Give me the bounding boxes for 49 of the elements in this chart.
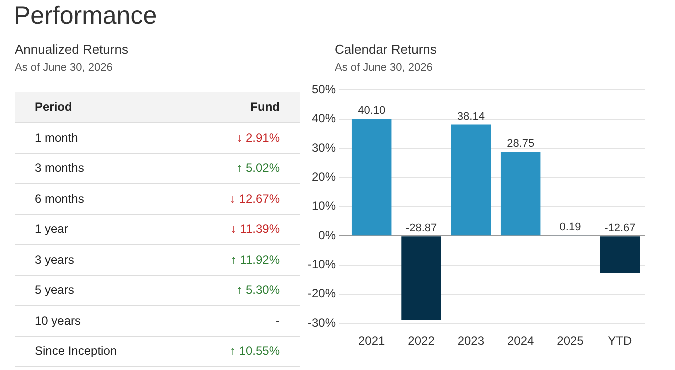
text: ↑ 11.92% bbox=[230, 252, 280, 267]
text: ↑ 5.02% bbox=[236, 161, 280, 176]
x-tick-label: 2024 bbox=[507, 334, 535, 348]
text: ↓ 12.67% bbox=[230, 192, 280, 206]
bar bbox=[402, 236, 442, 320]
data-label: -28.87 bbox=[406, 222, 438, 235]
bar bbox=[451, 124, 492, 236]
data-label: 40.10 bbox=[358, 105, 386, 118]
x-tick-label: 2025 bbox=[557, 334, 584, 348]
bar bbox=[352, 119, 392, 236]
category-label: 3 months bbox=[15, 153, 179, 184]
bar bbox=[500, 152, 541, 236]
data-label: 38.14 bbox=[457, 110, 485, 123]
y-tick-label: -20% bbox=[308, 286, 336, 301]
category-label: 1 month bbox=[15, 122, 179, 153]
category-label: Since Inception bbox=[15, 336, 179, 366]
category-label: 1 year bbox=[15, 214, 179, 244]
x-tick-label: 2021 bbox=[358, 334, 386, 348]
y-tick-label: 50% bbox=[312, 82, 336, 97]
y-tick-label: 10% bbox=[312, 199, 336, 214]
data-label: -12.67 bbox=[604, 222, 636, 235]
text: ↓ 11.39% bbox=[230, 222, 280, 236]
y-tick-label: -10% bbox=[308, 258, 336, 272]
text: - bbox=[276, 314, 280, 328]
category-label: 5 years bbox=[15, 275, 179, 306]
text: Annualized Returns bbox=[15, 42, 130, 57]
x-tick-label: 2022 bbox=[408, 334, 436, 348]
text: ↓ 2.91% bbox=[236, 130, 280, 145]
x-tick-label: 2023 bbox=[458, 334, 485, 348]
y-tick-label: 30% bbox=[312, 140, 336, 155]
y-tick-label: -30% bbox=[308, 316, 336, 330]
text: Period bbox=[15, 92, 179, 122]
category-label: 10 years bbox=[15, 306, 179, 336]
x-tick-label: YTD bbox=[608, 334, 632, 348]
chart-subtitle: As of June 30, 2026 bbox=[335, 62, 434, 74]
y-tick-label: 20% bbox=[312, 170, 336, 184]
y-tick-label: 0% bbox=[318, 228, 336, 242]
data-label: 0.19 bbox=[560, 222, 582, 234]
text: ↑ 5.30% bbox=[236, 283, 280, 298]
bar bbox=[600, 236, 640, 274]
text: Fund bbox=[179, 92, 300, 122]
data-label: 28.75 bbox=[507, 138, 535, 150]
y-tick-label: 40% bbox=[312, 112, 336, 126]
text: Performance bbox=[14, 2, 158, 31]
text: As of June 30, 2026 bbox=[15, 62, 114, 74]
chart-title: Calendar Returns bbox=[335, 42, 438, 57]
text: ↑ 10.55% bbox=[230, 344, 280, 358]
category-label: 3 years bbox=[15, 244, 179, 275]
category-label: 6 months bbox=[15, 184, 179, 214]
